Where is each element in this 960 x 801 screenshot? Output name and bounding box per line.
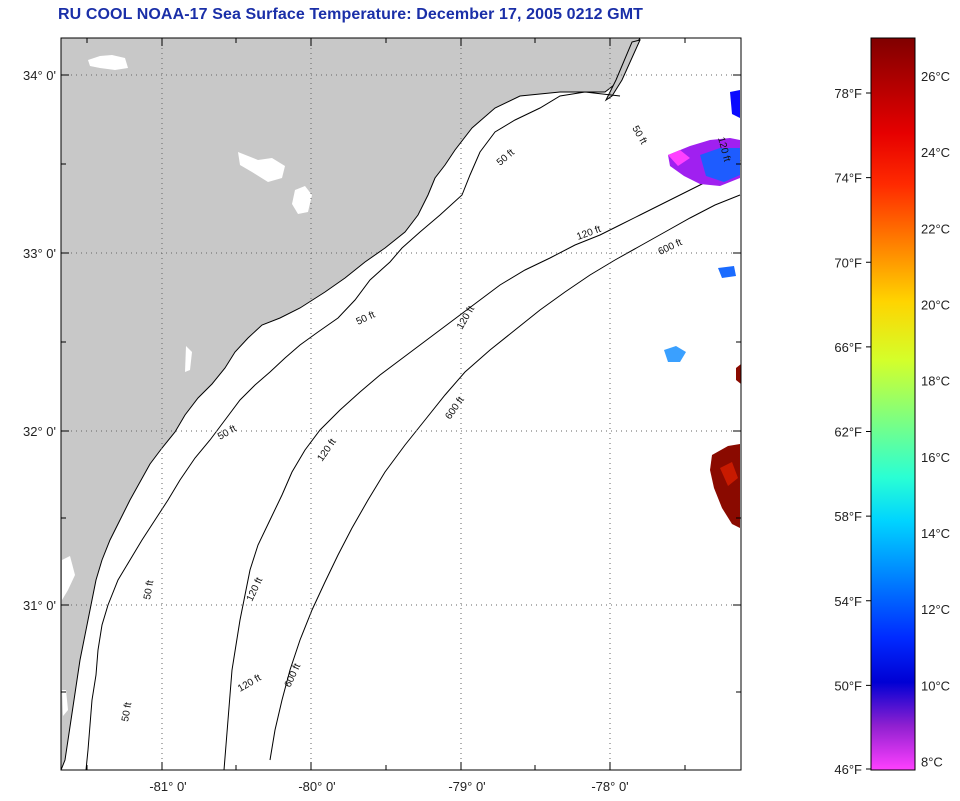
colorbar-f-label: 66°F (834, 340, 862, 355)
lon-label: -79° 0' (448, 779, 485, 794)
contour-600ft (269, 194, 741, 761)
map-title: RU COOL NOAA-17 Sea Surface Temperature:… (58, 6, 644, 23)
colorbar-f-label: 70°F (834, 255, 862, 270)
colorbar-f-label: 46°F (834, 762, 862, 777)
colorbar-celsius-scale: 26°C 24°C 22°C 20°C 18°C 16°C 14°C 12°C 10°C 8°C (921, 69, 950, 769)
colorbar-c-label: 24°C (921, 145, 950, 160)
colorbar-c-label: 26°C (921, 69, 950, 84)
colorbar-f-label: 50°F (834, 678, 862, 693)
sst-patch-warm (736, 364, 741, 384)
colorbar-c-label: 14°C (921, 526, 950, 541)
colorbar-c-label: 18°C (921, 374, 950, 389)
graticule (61, 38, 741, 770)
barrier-island (604, 39, 641, 102)
inland-lake (62, 556, 75, 600)
lat-label: 32° 0' (23, 424, 56, 439)
lat-label: 33° 0' (23, 246, 56, 261)
colorbar-f-label: 74°F (834, 171, 862, 186)
colorbar (870, 37, 916, 771)
land-mass (61, 38, 641, 770)
colorbar-c-label: 16°C (921, 450, 950, 465)
inland-lake (88, 55, 128, 70)
sst-patch-cold (664, 346, 686, 362)
contour-label-50ft: 50 ft (120, 701, 134, 722)
colorbar-f-label: 62°F (834, 425, 862, 440)
lat-label: 31° 0' (23, 598, 56, 613)
sst-patch-cold (730, 90, 740, 118)
colorbar-fahrenheit-scale: 78°F 74°F 70°F 66°F 62°F 58°F 54°F 50°F 46°F (834, 86, 871, 777)
colorbar-f-label: 78°F (834, 86, 862, 101)
sst-patch-cold (718, 266, 736, 278)
inland-lake (62, 690, 68, 716)
sst-patch-cold (668, 150, 690, 166)
inland-lake (185, 346, 192, 372)
colorbar-c-label: 10°C (921, 678, 950, 693)
inland-lake (238, 152, 285, 182)
lat-label: 34° 0' (23, 68, 56, 83)
colorbar-c-label: 22°C (921, 221, 950, 236)
colorbar-c-label: 20°C (921, 298, 950, 313)
colorbar-f-label: 54°F (834, 594, 862, 609)
inland-lake (292, 186, 312, 214)
map-frame (60, 37, 742, 771)
colorbar-f-label: 58°F (834, 509, 862, 524)
lon-label: -81° 0' (149, 779, 186, 794)
contour-120ft (223, 159, 741, 770)
colorbar-c-label: 12°C (921, 602, 950, 617)
lon-label: -80° 0' (298, 779, 335, 794)
contour-50ft (85, 91, 621, 770)
lon-label: -78° 0' (591, 779, 628, 794)
axis-ticks (61, 38, 741, 770)
sst-patch-warm (720, 462, 738, 486)
sst-patch-cold (700, 148, 740, 182)
contour-label-50ft: 50 ft (142, 579, 156, 600)
colorbar-c-label: 8°C (921, 755, 943, 770)
